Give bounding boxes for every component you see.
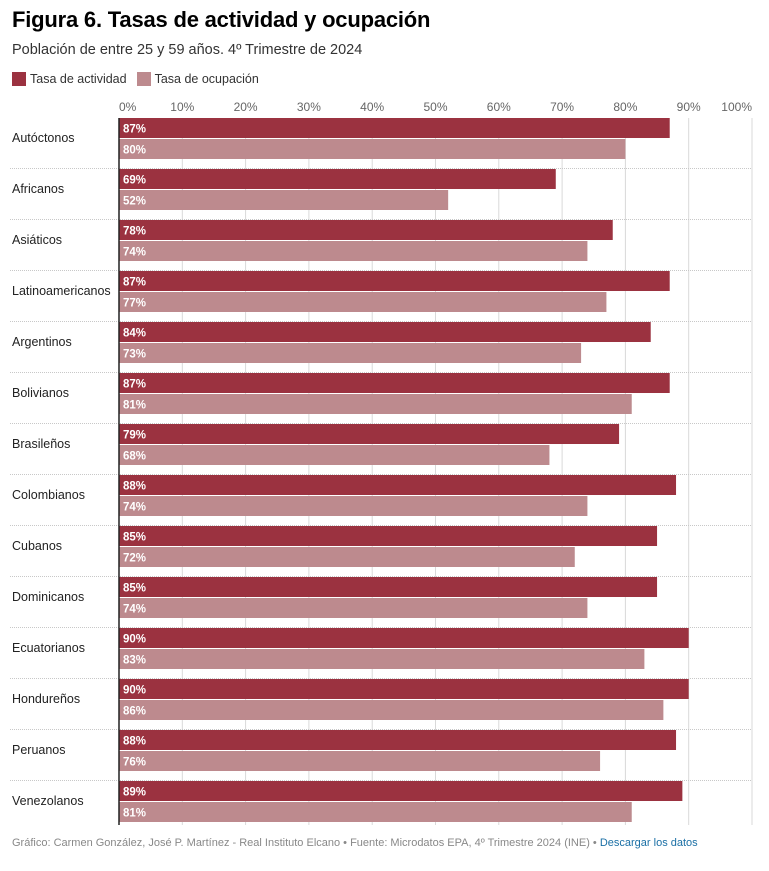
bar-ocupacion — [119, 445, 550, 465]
legend-label-actividad: Tasa de actividad — [30, 72, 127, 86]
data-label: 85% — [123, 583, 146, 595]
bar-ocupacion — [119, 190, 449, 210]
x-tick-label: 60% — [487, 100, 511, 114]
bar-actividad — [119, 781, 683, 801]
data-label: 79% — [123, 430, 146, 442]
data-label: 81% — [123, 808, 146, 820]
x-tick-label: 100% — [721, 100, 752, 114]
category-label: Hondureños — [12, 692, 80, 706]
data-label: 80% — [123, 145, 146, 157]
bar-ocupacion — [119, 598, 588, 618]
bar-actividad — [119, 118, 670, 138]
data-label: 73% — [123, 349, 146, 361]
category-label: Asiáticos — [12, 233, 62, 247]
data-label: 90% — [123, 634, 146, 646]
x-tick-label: 10% — [170, 100, 194, 114]
category-label: Brasileños — [12, 437, 70, 451]
data-label: 89% — [123, 787, 146, 799]
bar-actividad — [119, 169, 556, 189]
bar-ocupacion — [119, 751, 601, 771]
legend-label-ocupacion: Tasa de ocupación — [154, 72, 259, 86]
category-label: Peruanos — [12, 743, 66, 757]
category-label: Africanos — [12, 182, 64, 196]
bar-actividad — [119, 424, 620, 444]
bar-actividad — [119, 373, 670, 393]
legend-item-ocupacion: Tasa de ocupación — [136, 72, 259, 86]
data-label: 81% — [123, 400, 146, 412]
x-tick-label: 40% — [360, 100, 384, 114]
bar-actividad — [119, 730, 677, 750]
footer-credit: Gráfico: Carmen González, José P. Martín… — [12, 837, 600, 849]
category-label: Venezolanos — [12, 794, 84, 808]
data-label: 68% — [123, 451, 146, 463]
chart-title: Figura 6. Tasas de actividad y ocupación — [12, 7, 431, 32]
data-label: 77% — [123, 298, 146, 310]
data-label: 76% — [123, 757, 146, 769]
category-label: Latinoamericanos — [12, 284, 111, 298]
bar-actividad — [119, 475, 677, 495]
bar-ocupacion — [119, 292, 607, 312]
data-label: 74% — [123, 247, 146, 259]
category-label: Argentinos — [12, 335, 72, 349]
category-label: Dominicanos — [12, 590, 84, 604]
x-tick-label: 20% — [234, 100, 258, 114]
x-tick-label: 50% — [423, 100, 447, 114]
data-label: 88% — [123, 481, 146, 493]
data-label: 74% — [123, 502, 146, 514]
x-tick-label: 70% — [550, 100, 574, 114]
bar-ocupacion — [119, 700, 664, 720]
x-tick-label: 0% — [119, 100, 137, 114]
data-label: 88% — [123, 736, 146, 748]
bar-actividad — [119, 628, 689, 648]
download-data-link[interactable]: Descargar los datos — [599, 837, 698, 849]
data-label: 69% — [123, 175, 146, 187]
category-label: Cubanos — [12, 539, 62, 553]
bar-actividad — [119, 577, 658, 597]
category-label: Ecuatorianos — [12, 641, 85, 655]
bar-ocupacion — [119, 343, 582, 363]
bar-ocupacion — [119, 241, 588, 261]
bar-actividad — [119, 271, 670, 291]
bar-ocupacion — [119, 394, 632, 414]
data-label: 87% — [123, 277, 146, 289]
data-label: 84% — [123, 328, 146, 340]
data-label: 87% — [123, 124, 146, 136]
bar-chart: 0% 10% 20% 30% 40% 50% 60% 70% 80% 90% 100% Autócto… — [10, 100, 753, 825]
bar-actividad — [119, 322, 651, 342]
x-tick-label: 80% — [613, 100, 637, 114]
footer: Gráfico: Carmen González, José P. Martín… — [12, 837, 698, 849]
data-label: 90% — [123, 685, 146, 697]
data-label: 78% — [123, 226, 146, 238]
data-label: 74% — [123, 604, 146, 616]
bar-actividad — [119, 679, 689, 699]
bar-ocupacion — [119, 802, 632, 822]
data-label: 87% — [123, 379, 146, 391]
data-label: 72% — [123, 553, 146, 565]
data-label: 52% — [123, 196, 146, 208]
bar-ocupacion — [119, 139, 626, 159]
bar-actividad — [119, 220, 613, 240]
bar-ocupacion — [119, 547, 575, 567]
legend: Tasa de actividad Tasa de ocupación — [12, 72, 269, 86]
data-label: 85% — [123, 532, 146, 544]
chart-subtitle: Población de entre 25 y 59 años. 4º Trim… — [12, 42, 363, 58]
legend-swatch-ocupacion — [136, 72, 151, 86]
category-label: Bolivianos — [12, 386, 69, 400]
data-label: 83% — [123, 655, 146, 667]
bar-ocupacion — [119, 649, 645, 669]
data-label: 86% — [123, 706, 146, 718]
bar-actividad — [119, 526, 658, 546]
x-tick-label: 90% — [677, 100, 701, 114]
bar-ocupacion — [119, 496, 588, 516]
x-tick-label: 30% — [297, 100, 321, 114]
category-label: Colombianos — [12, 488, 85, 502]
legend-item-actividad: Tasa de actividad — [12, 72, 127, 86]
category-label: Autóctonos — [12, 131, 75, 145]
legend-swatch-actividad — [12, 72, 26, 86]
